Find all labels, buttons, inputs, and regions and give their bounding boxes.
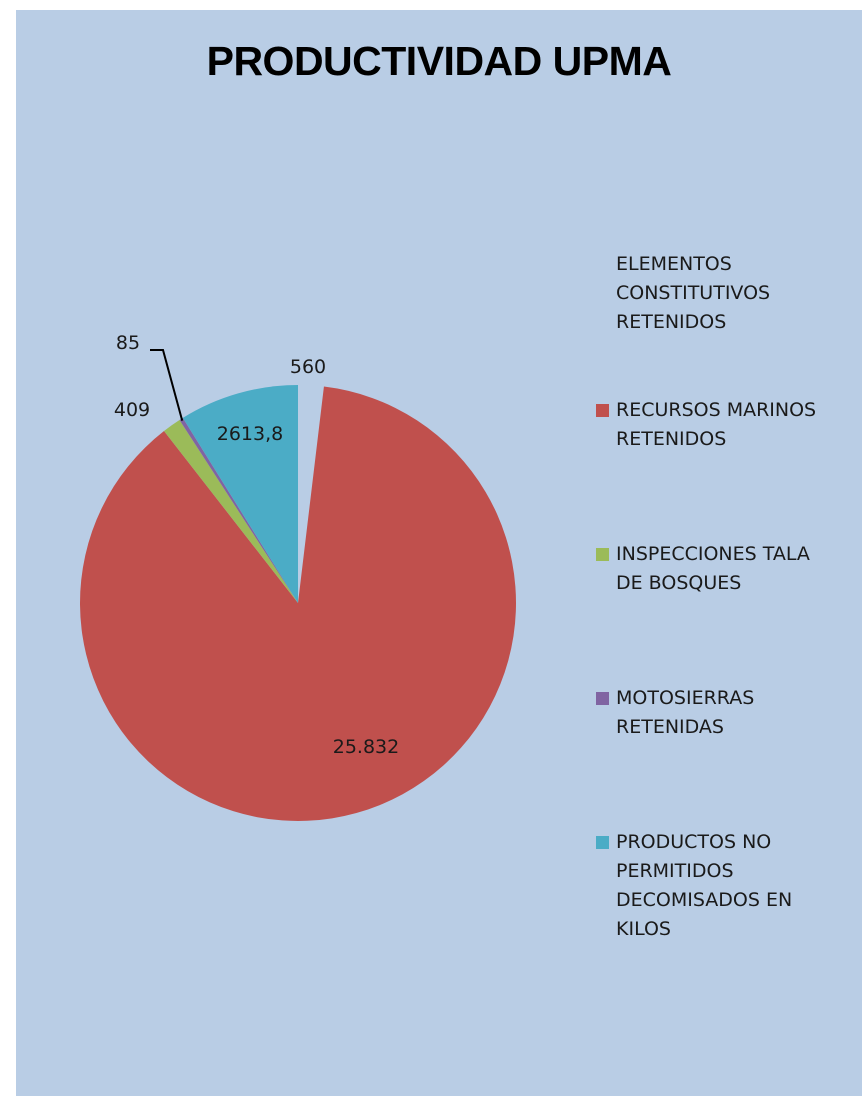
legend-key-recursos-marinos [596,404,609,417]
legend-label-elementos: ELEMENTOS CONSTITUTIVOS RETENIDOS [616,253,771,333]
legend-label-recursos-marinos: RECURSOS MARINOS RETENIDOS [616,399,817,450]
data-label-recursos-marinos: 25.832 [333,736,399,758]
data-label-productos: 2613,8 [217,423,283,445]
legend-label-productos: PRODUCTOS NO PERMITIDOS DECOMISADOS EN KILO… [616,831,793,940]
pie-slice-motosierras [179,417,298,603]
legend-label-motosierras: MOTOSIERRAS RETENIDAS [616,687,755,738]
pie-slice-inspecciones [164,420,298,603]
legend-key-elementos [596,258,609,271]
data-label-elementos: 560 [290,356,326,378]
data-label-inspecciones: 409 [114,399,150,421]
data-label-motosierras: 85 [116,332,140,354]
legend-key-motosierras [596,692,609,705]
legend-key-inspecciones [596,548,609,561]
pie-slice-productos [182,385,298,603]
leader-line-motosierras [150,349,184,421]
chart-title: PRODUCTIVIDAD UPMA [206,38,672,84]
pie-slice-recursos-marinos [79,386,516,821]
legend-label-inspecciones: INSPECCIONES TALA DE BOSQUES [616,543,810,594]
pie-slice-elementos [298,375,325,594]
legend-key-productos [596,836,609,849]
